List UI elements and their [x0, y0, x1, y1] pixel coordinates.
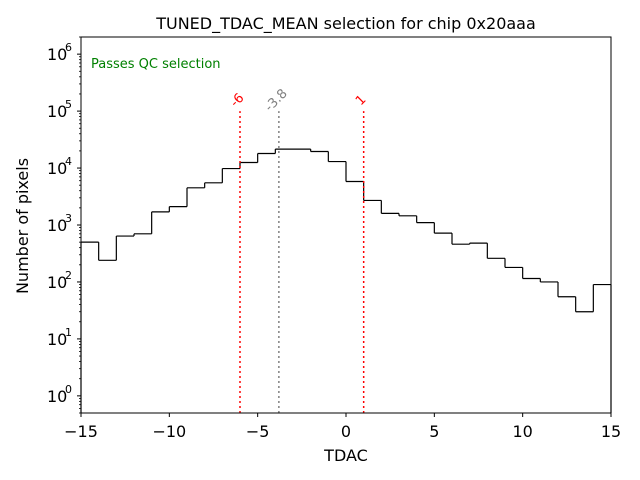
- y-tick-label: 10: [47, 330, 67, 349]
- chart-title: TUNED_TDAC_MEAN selection for chip 0x20a…: [155, 14, 536, 34]
- y-tick-exponent: 3: [65, 212, 72, 225]
- y-tick-exponent: 1: [65, 326, 72, 339]
- x-tick-label: 0: [341, 422, 351, 441]
- x-tick-label: 15: [601, 422, 621, 441]
- y-axis-label: Number of pixels: [13, 158, 32, 294]
- cut-line-label: 1: [353, 92, 369, 108]
- y-tick-exponent: 4: [65, 155, 72, 168]
- x-tick-label: 10: [512, 422, 532, 441]
- y-tick-label: 10: [47, 387, 67, 406]
- y-tick-exponent: 0: [65, 383, 72, 396]
- y-tick-label: 10: [47, 45, 67, 64]
- x-tick-label: −5: [246, 422, 270, 441]
- mean-line-label: -3.8: [262, 86, 291, 115]
- y-tick-exponent: 6: [65, 41, 72, 54]
- y-tick-label: 10: [47, 216, 67, 235]
- y-tick-label: 10: [47, 102, 67, 121]
- y-tick-exponent: 2: [65, 269, 72, 282]
- x-tick-label: 5: [429, 422, 439, 441]
- x-axis-label: TDAC: [323, 446, 368, 465]
- y-tick-label: 10: [47, 159, 67, 178]
- y-tick-label: 10: [47, 273, 67, 292]
- plot-frame: [80, 36, 612, 414]
- x-tick-label: −15: [64, 422, 98, 441]
- x-tick-label: −10: [152, 422, 186, 441]
- y-tick-exponent: 5: [65, 98, 72, 111]
- qc-annotation: Passes QC selection: [91, 57, 221, 72]
- cut-line-label: -6: [228, 91, 248, 111]
